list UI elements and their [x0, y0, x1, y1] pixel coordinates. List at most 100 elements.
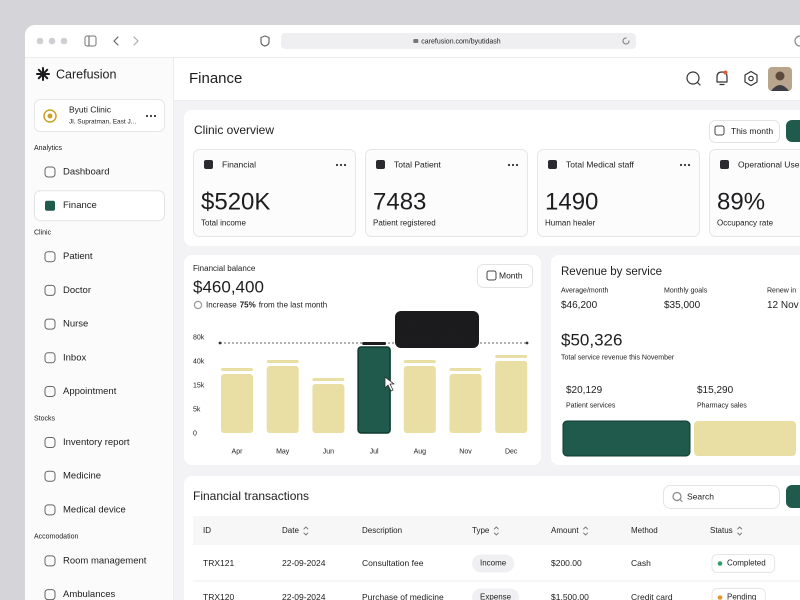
calendar-icon: [486, 270, 497, 281]
menu-dot[interactable]: [335, 163, 339, 167]
sort-icon[interactable]: [303, 526, 309, 536]
section-title: Revenue by service: [561, 266, 662, 278]
settings-icon[interactable]: [744, 70, 758, 87]
amount: $200: [551, 558, 570, 568]
sort-icon[interactable]: [583, 526, 589, 536]
menu-dot[interactable]: [507, 163, 511, 167]
nav-item[interactable]: Medical device: [63, 504, 126, 515]
window-dot[interactable]: [48, 37, 56, 45]
nav-icon: [44, 352, 56, 364]
bar[interactable]: [221, 374, 253, 433]
column-header[interactable]: Status: [710, 526, 733, 535]
service-bar[interactable]: [562, 420, 691, 457]
add-button[interactable]: [786, 485, 800, 508]
period-button[interactable]: [709, 120, 780, 143]
bar[interactable]: [495, 360, 528, 433]
sort-icon[interactable]: [493, 526, 499, 536]
column-header[interactable]: Amount: [551, 526, 579, 535]
nav-item[interactable]: Room management: [63, 555, 147, 566]
bell-icon[interactable]: [716, 71, 728, 86]
nav-item[interactable]: Finance: [63, 200, 97, 211]
notification-badge: [723, 70, 728, 75]
stat-value: 7483: [373, 188, 426, 215]
column-header[interactable]: Description: [362, 526, 402, 535]
sidebar-border: [173, 58, 174, 600]
nav-item[interactable]: Dashboard: [63, 167, 109, 178]
export-button[interactable]: [786, 120, 800, 142]
section-title: Financial transactions: [193, 489, 309, 503]
stat-value: 1490: [545, 188, 598, 215]
back-button[interactable]: [113, 36, 119, 46]
search-placeholder[interactable]: Search: [687, 491, 714, 501]
settings-icon-core: [748, 75, 754, 82]
nav-item[interactable]: Appointment: [63, 386, 117, 397]
url-text: carefusion.com/byutidash: [421, 38, 500, 45]
window-dot[interactable]: [36, 37, 44, 45]
column-header[interactable]: Method: [631, 526, 658, 535]
status-dot: [717, 561, 723, 566]
table-cell: Credit card: [631, 592, 673, 600]
stat-icon: [376, 160, 385, 169]
nav-item[interactable]: Inventory report: [63, 437, 130, 448]
stat-label: Operational Use: [738, 159, 800, 169]
bar-cap: [403, 360, 436, 364]
stat-label: Total Medical staff: [566, 159, 635, 169]
search-box[interactable]: [663, 485, 780, 509]
nav-item[interactable]: Ambulances: [63, 589, 116, 600]
forward-button[interactable]: [133, 36, 139, 46]
service-value: $20,129: [566, 385, 603, 396]
period-button-label[interactable]: This month: [731, 126, 773, 136]
bar[interactable]: [449, 374, 482, 433]
shield-icon[interactable]: [260, 35, 270, 47]
nav-item[interactable]: Nurse: [63, 319, 88, 330]
metric-label: Renew in: [767, 287, 796, 294]
column-header[interactable]: Type: [472, 526, 490, 535]
change-suffix: from the last month: [259, 301, 327, 310]
bar[interactable]: [357, 346, 391, 434]
search-icon[interactable]: [686, 71, 700, 85]
reload-icon[interactable]: [622, 37, 630, 45]
table-cell: TRX120: [203, 592, 234, 600]
active-nav-item[interactable]: [34, 190, 165, 222]
status-dot: [717, 595, 723, 600]
address-bar[interactable]: [281, 33, 636, 49]
bar-cap: [495, 354, 528, 358]
nav-icon: [44, 504, 56, 516]
nav-item[interactable]: Patient: [63, 251, 93, 262]
status-pill: [711, 554, 776, 573]
bar[interactable]: [403, 366, 436, 433]
x-axis-label: Aug: [414, 448, 427, 455]
service-value: $15,290: [697, 385, 734, 396]
menu-dot[interactable]: [511, 163, 515, 167]
menu-dot[interactable]: [339, 163, 343, 167]
menu-dot[interactable]: [145, 114, 149, 118]
sidebar-toggle[interactable]: [84, 35, 97, 47]
x-axis-label: Dec: [505, 448, 518, 455]
bar[interactable]: [266, 366, 299, 433]
clinic-card[interactable]: [34, 99, 165, 132]
menu-dot[interactable]: [343, 163, 347, 167]
bar[interactable]: [312, 384, 345, 433]
menu-dot[interactable]: [149, 114, 153, 118]
nav-section-title: Analytics: [34, 145, 63, 152]
lock-icon: [413, 39, 419, 43]
nav-item[interactable]: Inbox: [63, 352, 86, 363]
menu-dot[interactable]: [687, 163, 691, 167]
menu-dot[interactable]: [683, 163, 687, 167]
menu-dot[interactable]: [679, 163, 683, 167]
column-header[interactable]: ID: [203, 526, 211, 535]
period-button[interactable]: [477, 264, 533, 288]
period-button-label[interactable]: Month: [499, 270, 523, 280]
menu-dot[interactable]: [515, 163, 519, 167]
nav-icon: [44, 284, 56, 296]
window-dot[interactable]: [60, 37, 68, 45]
type-label: Income: [480, 559, 507, 568]
sort-icon[interactable]: [737, 526, 743, 536]
nav-item[interactable]: Doctor: [63, 285, 91, 296]
column-header[interactable]: Date: [282, 526, 299, 535]
service-bar[interactable]: [694, 421, 796, 456]
menu-dot[interactable]: [153, 114, 157, 118]
nav-item[interactable]: Medicine: [63, 471, 101, 482]
